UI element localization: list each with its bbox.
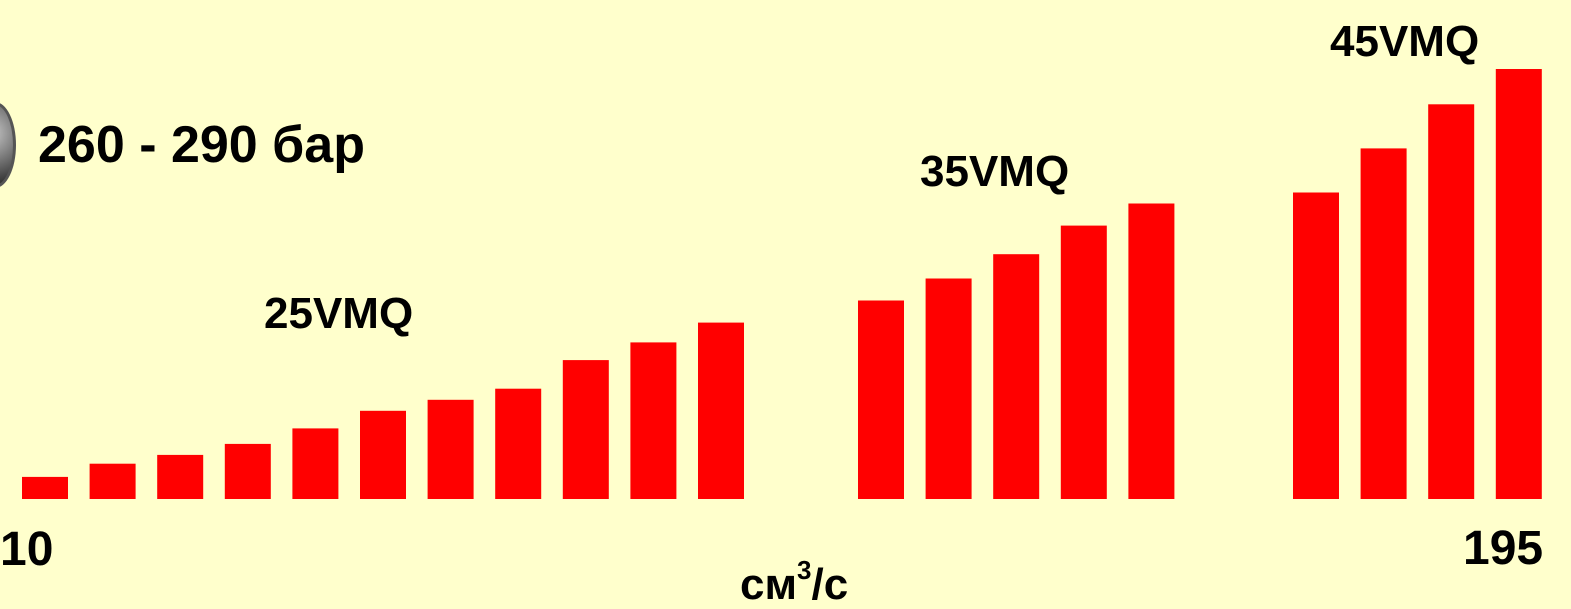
group-label-45vmq: 45VMQ [1330, 17, 1480, 66]
bar-25vmq-4 [224, 443, 271, 499]
pressure-label: 260 - 290 бар [38, 116, 365, 174]
x-max-label: 195 [1463, 522, 1544, 575]
bar-35vmq-1 [858, 300, 904, 499]
bar-45vmq-1 [1293, 192, 1339, 499]
bar-45vmq-2 [1360, 148, 1407, 499]
unit-base: см [740, 560, 798, 609]
x-min-label: 10 [0, 523, 54, 576]
bar-25vmq-7 [427, 399, 474, 499]
bar-25vmq-9 [562, 360, 609, 499]
bar-35vmq-2 [925, 278, 972, 499]
unit-tail: /с [811, 560, 849, 609]
bar-25vmq-2 [89, 463, 136, 499]
bar-35vmq-4 [1060, 225, 1107, 499]
bar-25vmq-10 [630, 342, 677, 499]
bar-45vmq-3 [1428, 104, 1475, 500]
group-label-35vmq: 35VMQ [920, 147, 1070, 196]
bar-35vmq-5 [1128, 203, 1175, 499]
bar-45vmq-4 [1495, 69, 1542, 499]
bar-35vmq-3 [993, 254, 1040, 499]
unit-superscript: 3 [797, 555, 812, 585]
bar-25vmq-5 [292, 428, 339, 499]
bar-25vmq-11 [698, 322, 744, 499]
group-label-25vmq: 25VMQ [264, 289, 414, 338]
unit-label: см3/с [740, 557, 848, 607]
bar-25vmq-3 [157, 454, 204, 499]
bar-25vmq-1 [22, 476, 68, 499]
bar-25vmq-6 [360, 410, 406, 499]
bar-25vmq-8 [495, 388, 542, 499]
